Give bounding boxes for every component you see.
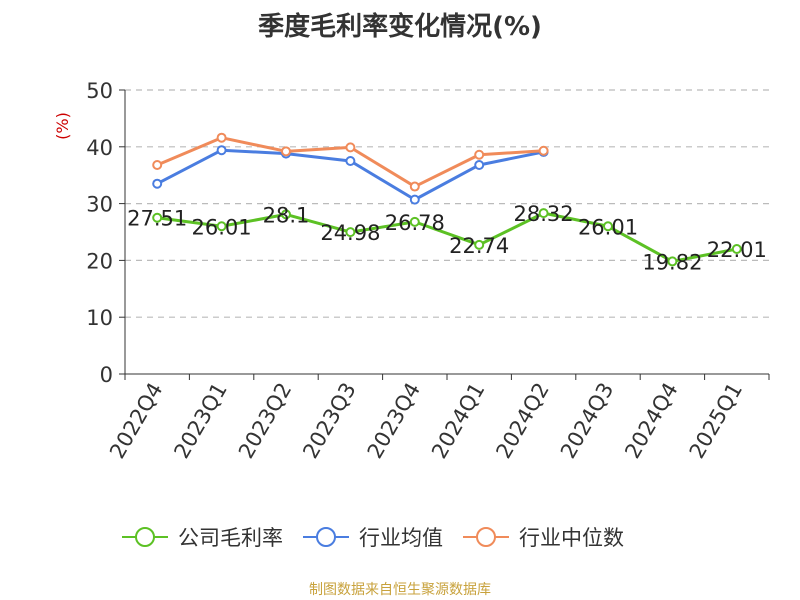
series-point-0 [538, 208, 549, 219]
series-point-1 [474, 159, 485, 170]
series-point-0 [345, 227, 356, 238]
x-tick-label: 2024Q1 [427, 379, 489, 463]
data-label: 24.98 [320, 221, 380, 245]
series-point-0 [731, 243, 742, 254]
series-point-0 [667, 256, 678, 267]
series-point-2 [409, 181, 420, 192]
series-point-2 [281, 146, 291, 157]
legend-item-industry-median[interactable]: 行业中位数 [461, 522, 624, 552]
y-axis-label: (%) [53, 112, 72, 140]
source-note: 制图数据来自恒生聚源数据库 [309, 582, 491, 598]
data-label: 26.78 [385, 211, 445, 235]
x-tick-label: 2023Q3 [298, 379, 360, 463]
x-tick-label: 2024Q4 [620, 379, 682, 463]
data-label: 26.01 [192, 215, 252, 239]
x-tick-label: 2023Q2 [234, 379, 296, 463]
series-point-2 [216, 132, 227, 143]
data-label-layer: 27.51 26.01 28.124.98 26.7822.7428.3226.011… [127, 202, 767, 274]
data-label: 22.01 [707, 238, 767, 262]
x-tick-label: 2023Q1 [169, 379, 231, 463]
data-label: 19.82 [642, 250, 702, 274]
series-point-2 [474, 149, 485, 160]
y-tick-label: 0 [100, 363, 113, 387]
series-point-1 [152, 178, 163, 189]
series-point-1 [216, 145, 227, 156]
y-tick-label: 20 [86, 249, 113, 273]
legend: 公司毛利率 行业均值 行业中位数 [120, 520, 642, 554]
x-tick-label: 2024Q2 [491, 379, 553, 463]
legend-swatch-industry-mean-icon [303, 527, 349, 547]
x-tick-label: 2024Q3 [556, 379, 618, 463]
data-label: 27.51 [127, 207, 187, 231]
legend-item-company[interactable]: 公司毛利率 [120, 522, 283, 552]
grid-layer [125, 89, 769, 318]
y-tick-label: 50 [86, 79, 113, 103]
series-point-0 [152, 212, 163, 223]
legend-label-company: 公司毛利率 [178, 526, 283, 550]
y-tick-label: 10 [86, 306, 113, 330]
data-label: 28.1 [263, 203, 310, 227]
y-tick-label: 40 [86, 136, 113, 160]
series-point-0 [409, 216, 420, 227]
legend-item-industry-mean[interactable]: 行业均值 [301, 522, 443, 552]
legend-swatch-industry-median-icon [463, 527, 509, 547]
legend-label-industry-median: 行业中位数 [519, 526, 624, 550]
series-point-0 [603, 221, 613, 232]
series-line-0 [157, 211, 738, 263]
series-point-0 [474, 239, 485, 250]
legend-swatch-company-icon [122, 527, 168, 547]
x-tick-label: 2025Q1 [685, 379, 747, 463]
series-point-1 [345, 156, 356, 166]
legend-label-industry-mean: 行业均值 [359, 526, 443, 550]
series-point-2 [345, 142, 356, 153]
series-point-2 [538, 145, 549, 156]
series-point-2 [152, 159, 163, 170]
x-tick-label: 2022Q4 [105, 379, 167, 463]
series-layer [152, 132, 742, 267]
series-point-0 [281, 209, 291, 220]
y-tick-label: 30 [86, 193, 113, 217]
data-label: 22.74 [449, 234, 509, 258]
x-tick-label: 2023Q4 [363, 379, 425, 463]
chart-title: 季度毛利率变化情况(%) [258, 12, 542, 42]
data-label: 28.32 [514, 202, 574, 226]
series-point-0 [216, 221, 227, 232]
series-point-1 [409, 194, 420, 205]
data-label: 26.01 [578, 215, 638, 239]
